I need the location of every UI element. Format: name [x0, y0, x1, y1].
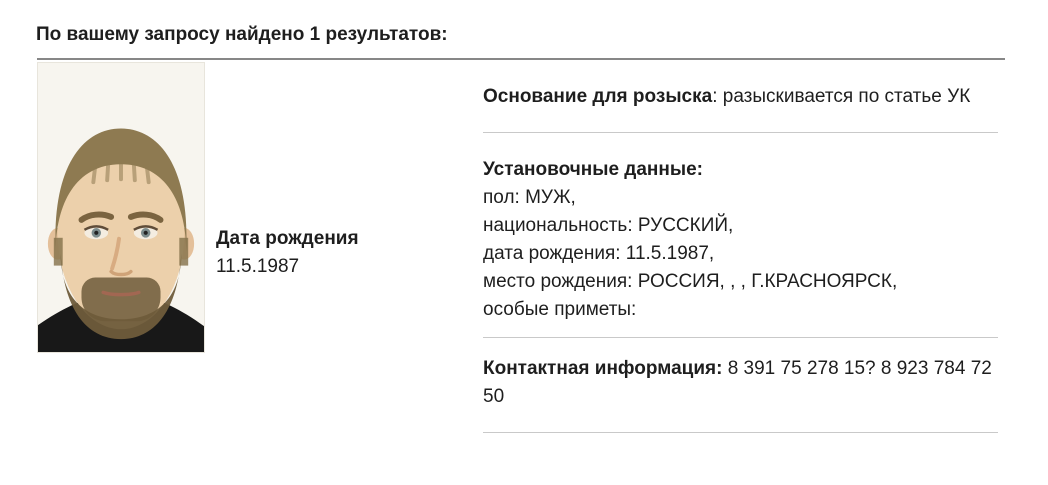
wanted-basis-value: : разыскивается по статье УК — [712, 86, 971, 107]
contact-info-value: 8 391 75 278 15? 8 923 784 72 50 — [483, 358, 992, 407]
identity-line-nationality: национальность: РУССКИЙ, — [483, 215, 734, 236]
header-divider — [37, 58, 1005, 60]
birth-date-value: 11.5.1987 — [216, 256, 300, 277]
birth-date-block: Дата рождения 11.5.1987 — [216, 225, 359, 281]
birth-date-label: Дата рождения — [216, 228, 359, 249]
contact-info-line: Контактная информация: 8 391 75 278 15? … — [483, 355, 998, 411]
section-divider — [483, 337, 998, 338]
results-count-header: По вашему запросу найдено 1 результатов: — [36, 24, 448, 45]
identity-line-birth-place: место рождения: РОССИЯ, , , Г.КРАСНОЯРСК… — [483, 271, 898, 292]
wanted-person-photo — [37, 62, 205, 353]
identity-data-title: Установочные данные: — [483, 159, 703, 180]
identity-data-block: Установочные данные: пол: МУЖ, националь… — [483, 156, 998, 324]
person-portrait-icon — [38, 63, 204, 352]
contact-info-label: Контактная информация: — [483, 358, 723, 379]
section-divider — [483, 132, 998, 133]
identity-line-gender: пол: МУЖ, — [483, 187, 576, 208]
identity-line-birth-date: дата рождения: 11.5.1987, — [483, 243, 715, 264]
wanted-basis-label: Основание для розыска — [483, 86, 713, 107]
wanted-basis-line: Основание для розыска: разыскивается по … — [483, 83, 998, 111]
section-divider — [483, 432, 998, 433]
person-details-column: Основание для розыска: разыскивается по … — [483, 0, 1000, 485]
identity-line-special-marks: особые приметы: — [483, 299, 637, 320]
